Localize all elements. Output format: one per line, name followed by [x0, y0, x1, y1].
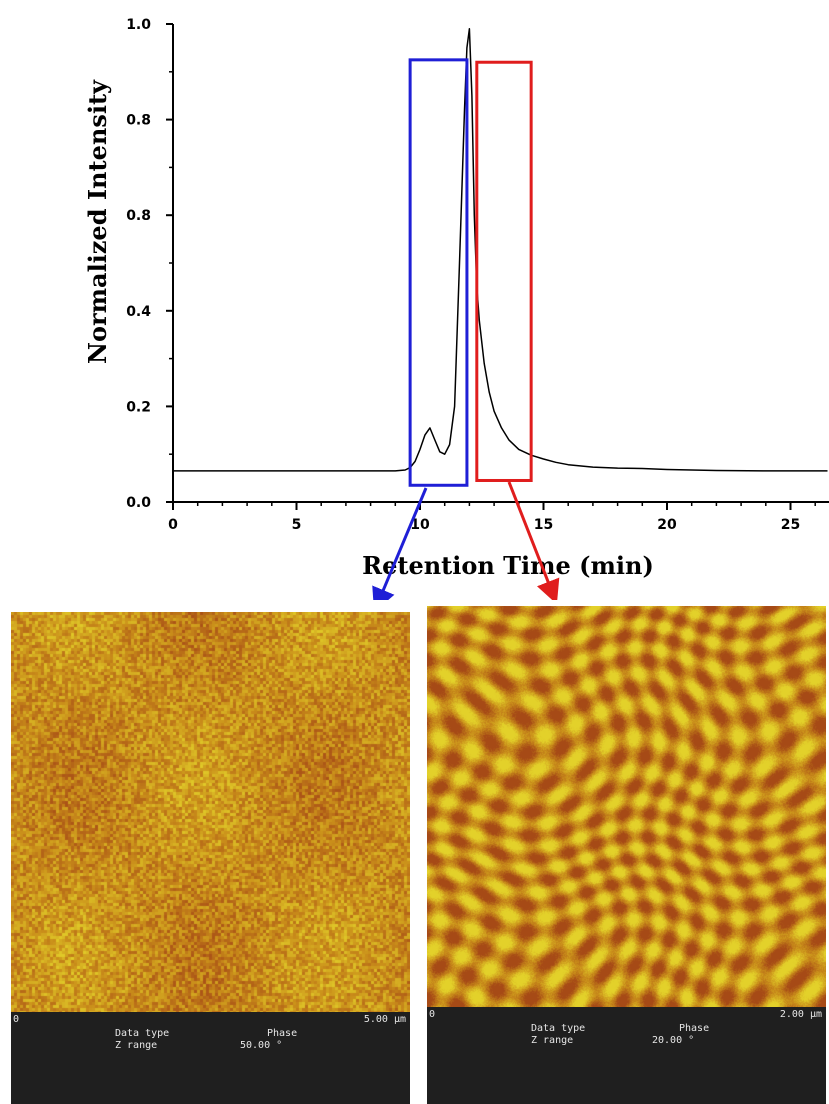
- afm-phase-image-left: 0 5.00 µm Data type Phase Z range 50.00 …: [11, 612, 410, 1104]
- afm-z-range-value: 20.00 °: [652, 1035, 695, 1046]
- afm-scale-label: 2.00 µm: [779, 1009, 822, 1020]
- x-tick-label: 0: [168, 517, 178, 533]
- afm-origin-label: 0: [429, 1009, 436, 1020]
- afm-z-range-value: 50.00 °: [240, 1040, 283, 1051]
- chart-ticks: 0 5 10 15 20 25 0.0 0.2 0.4 0.8 0.8 1.0: [126, 17, 816, 533]
- afm-data-type-label: Data type: [531, 1023, 586, 1034]
- y-tick-label: 0.8: [126, 208, 151, 224]
- x-tick-label: 15: [534, 517, 553, 533]
- y-tick-label: 1.0: [126, 17, 151, 33]
- afm-data-type-value: Phase: [267, 1028, 298, 1039]
- red-arrow: [507, 481, 560, 600]
- y-tick-label: 0.2: [126, 399, 151, 415]
- blue-arrow: [372, 487, 428, 600]
- afm-origin-label: 0: [13, 1014, 20, 1025]
- afm-z-range-label: Z range: [531, 1035, 574, 1046]
- x-axis-title: Retention Time (min): [362, 551, 654, 580]
- afm-data-type-label: Data type: [115, 1028, 170, 1039]
- x-tick-label: 25: [781, 517, 800, 533]
- red-highlight-box: [475, 60, 533, 482]
- afm-phase-image-right: 0 2.00 µm Data type Phase Z range 20.00 …: [427, 606, 826, 1104]
- afm-phase-map-left: [11, 612, 410, 1012]
- y-tick-label: 0.8: [126, 113, 151, 129]
- afm-info-bar-right: 0 2.00 µm Data type Phase Z range 20.00 …: [427, 1007, 826, 1104]
- chart-series: [173, 28, 828, 472]
- y-tick-label: 0.4: [126, 304, 151, 320]
- afm-z-range-label: Z range: [115, 1040, 158, 1051]
- y-tick-label: 0.0: [126, 495, 151, 511]
- chromatogram-line: [173, 28, 828, 472]
- x-tick-label: 5: [292, 517, 302, 533]
- afm-phase-map-right: [427, 606, 826, 1007]
- y-axis-title: Normalized Intensity: [83, 79, 112, 364]
- x-tick-label: 10: [410, 517, 430, 533]
- chart-axes: [172, 24, 829, 503]
- chart-highlight-regions: [408, 58, 533, 487]
- blue-highlight-box: [408, 58, 469, 487]
- afm-scale-label: 5.00 µm: [363, 1014, 406, 1025]
- chromatogram-chart: 0 5 10 15 20 25 0.0 0.2 0.4 0.8 0.8 1.0 Normalized …: [83, 17, 829, 600]
- x-tick-label: 20: [657, 517, 677, 533]
- afm-data-type-value: Phase: [679, 1023, 710, 1034]
- afm-info-bar-left: 0 5.00 µm Data type Phase Z range 50.00 …: [11, 1012, 410, 1104]
